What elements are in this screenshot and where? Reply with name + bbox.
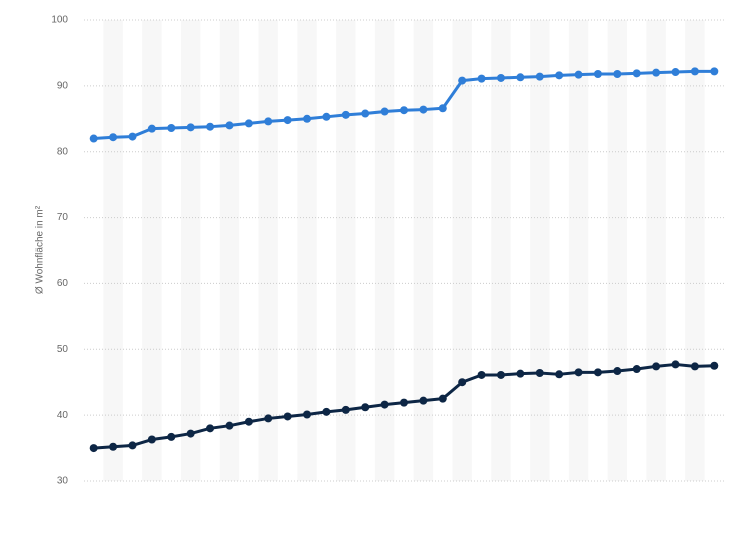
point <box>361 109 370 118</box>
point <box>458 76 467 85</box>
point <box>555 71 564 80</box>
band <box>646 20 666 481</box>
point <box>322 407 331 416</box>
y-axis-label: Ø Wohnfläche in m² <box>35 205 46 294</box>
point <box>400 398 408 407</box>
point <box>690 362 699 371</box>
band <box>685 20 705 481</box>
point <box>89 134 98 143</box>
point <box>574 70 583 79</box>
point <box>264 414 273 423</box>
band <box>258 20 278 481</box>
point <box>516 73 525 82</box>
point <box>147 124 156 133</box>
point <box>632 365 641 374</box>
y-tick-label: 30 <box>57 476 69 487</box>
point <box>341 110 350 119</box>
point <box>283 116 292 125</box>
point <box>380 107 389 116</box>
point <box>477 74 486 83</box>
y-tick-label: 90 <box>57 80 69 91</box>
point <box>264 117 273 126</box>
point <box>109 133 118 142</box>
point <box>652 362 661 371</box>
point <box>244 119 253 128</box>
y-tick-label: 50 <box>57 344 69 355</box>
point <box>671 360 680 369</box>
point <box>361 403 370 412</box>
band <box>374 20 395 481</box>
point <box>652 68 661 77</box>
point <box>458 378 467 387</box>
band <box>491 20 511 481</box>
y-tick-label: 100 <box>51 15 68 26</box>
band <box>413 20 434 481</box>
point <box>496 370 505 379</box>
point <box>671 68 680 77</box>
background-bands <box>103 20 705 481</box>
point <box>167 124 176 133</box>
point <box>574 368 583 377</box>
point <box>167 432 176 441</box>
point <box>303 114 312 123</box>
point <box>516 369 525 378</box>
point <box>109 442 118 451</box>
band <box>219 20 240 481</box>
point <box>690 67 699 76</box>
point <box>593 368 602 377</box>
point <box>710 361 719 370</box>
point <box>477 370 486 379</box>
point <box>128 132 137 141</box>
point <box>303 410 312 419</box>
point <box>206 424 215 433</box>
band <box>297 20 317 481</box>
band <box>568 20 589 481</box>
point <box>710 67 719 76</box>
point <box>419 396 428 405</box>
point <box>613 70 622 79</box>
point <box>225 121 234 130</box>
point <box>186 123 195 132</box>
point <box>593 70 602 79</box>
point <box>438 394 447 403</box>
y-tick-label: 60 <box>57 278 69 289</box>
y-tick-label: 70 <box>57 212 69 223</box>
point <box>496 73 505 82</box>
band <box>607 20 628 481</box>
point <box>225 421 234 430</box>
band <box>142 20 162 481</box>
y-tick-label: 40 <box>57 410 69 421</box>
point <box>186 429 195 438</box>
point <box>535 72 544 81</box>
point <box>283 412 292 421</box>
point <box>438 104 447 113</box>
point <box>244 417 253 426</box>
point <box>206 122 215 131</box>
band <box>103 20 123 481</box>
point <box>89 444 98 453</box>
band <box>452 20 472 481</box>
band <box>336 20 356 481</box>
point <box>322 112 331 121</box>
point <box>419 105 428 114</box>
point <box>400 106 408 115</box>
point <box>613 367 622 376</box>
point <box>632 69 641 78</box>
point <box>341 405 350 414</box>
point <box>147 435 156 444</box>
point <box>535 368 544 377</box>
y-tick-label: 80 <box>57 146 69 157</box>
point <box>128 441 137 450</box>
point <box>380 400 389 409</box>
band <box>530 20 550 481</box>
band <box>180 20 201 481</box>
point <box>555 370 564 379</box>
